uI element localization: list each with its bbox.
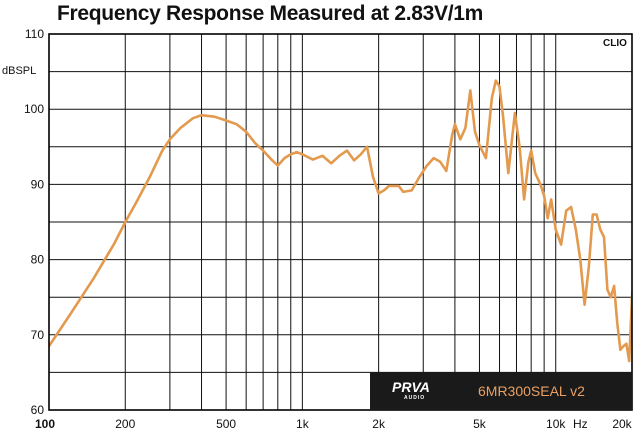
x-tick-label: 2k: [372, 417, 386, 431]
x-tick-label: 10k: [546, 417, 566, 431]
y-tick-label: 80: [31, 253, 45, 267]
clio-label: CLIO: [603, 38, 627, 49]
frequency-response-line: [49, 79, 632, 363]
x-tick-label: 500: [216, 417, 236, 431]
y-axis-unit-label: dBSPL: [2, 65, 36, 77]
chart-title: Frequency Response Measured at 2.83V/1m: [57, 2, 483, 25]
y-tick-label: 70: [31, 328, 45, 342]
x-tick-label: 1k: [296, 417, 310, 431]
brand-panel-background: [370, 372, 632, 410]
x-tick-label: 100: [35, 417, 55, 431]
y-tick-label: 60: [31, 403, 45, 417]
axis-labels: dBSPL CLIO Hz 100 200 500 1k 2k 5k 10k 20k 110 10…: [2, 27, 633, 431]
x-tick-label: 20k: [612, 417, 632, 431]
x-tick-label: 5k: [473, 417, 487, 431]
y-tick-label: 100: [24, 102, 44, 116]
y-tick-label: 90: [31, 177, 45, 191]
y-tick-label: 110: [25, 27, 44, 41]
x-axis-unit-label: Hz: [573, 417, 588, 431]
plot-frame: [48, 33, 633, 411]
brand-logo-subtext: AUDIO: [404, 395, 425, 401]
curve-layer: [49, 79, 632, 363]
brand-logo: PRVA: [392, 379, 430, 395]
brand-panel: PRVA AUDIO 6MR300SEAL v2: [370, 372, 632, 410]
grid-lines: [49, 34, 632, 410]
x-tick-label: 200: [115, 417, 135, 431]
model-name: 6MR300SEAL v2: [478, 383, 585, 399]
